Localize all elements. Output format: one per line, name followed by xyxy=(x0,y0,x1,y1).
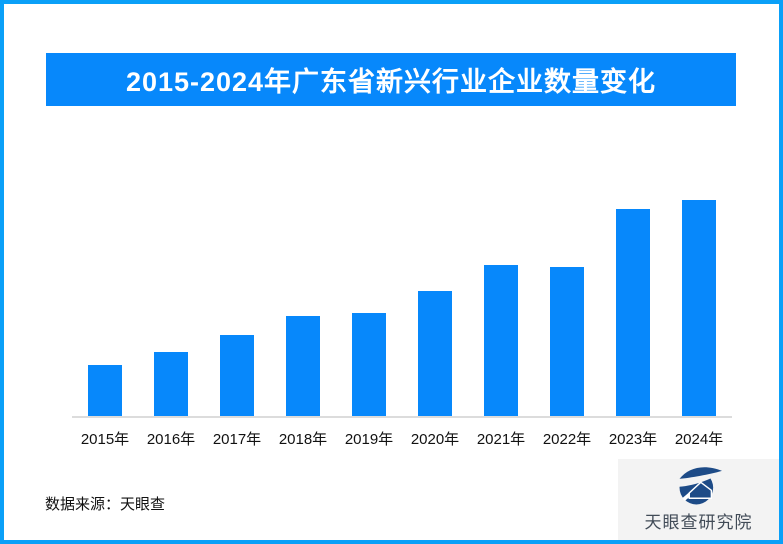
data-source-note: 数据来源：天眼查 xyxy=(45,496,166,513)
title-banner: 2015-2024年广东省新兴行业企业数量变化 xyxy=(46,53,736,106)
brand-logo-label: 天眼查研究院 xyxy=(644,513,753,532)
bar-2017年 xyxy=(220,335,254,416)
x-axis-label: 2017年 xyxy=(212,431,262,448)
x-axis-label: 2024年 xyxy=(674,431,724,448)
brand-logo-panel: 天眼查研究院 xyxy=(618,459,779,540)
bar-2024年 xyxy=(682,200,716,416)
bar-2018年 xyxy=(286,316,320,416)
bar-slot xyxy=(72,146,138,416)
x-axis-label: 2020年 xyxy=(410,431,460,448)
bar-slot xyxy=(600,146,666,416)
bar-2016年 xyxy=(154,352,188,416)
bar-slot xyxy=(666,146,732,416)
bar-2020年 xyxy=(418,291,452,416)
bar-slot xyxy=(534,146,600,416)
x-axis-label: 2018年 xyxy=(278,431,328,448)
chart-title: 2015-2024年广东省新兴行业企业数量变化 xyxy=(125,67,657,97)
x-axis-label: 2015年 xyxy=(80,431,130,448)
x-axis-label: 2019年 xyxy=(344,431,394,448)
bar-slot xyxy=(204,146,270,416)
bar-slot xyxy=(270,146,336,416)
bar-slot xyxy=(336,146,402,416)
bar-2015年 xyxy=(88,365,122,416)
x-axis-label: 2022年 xyxy=(542,431,592,448)
x-axis-label: 2016年 xyxy=(146,431,196,448)
bar-2019年 xyxy=(352,313,386,416)
bar-2023年 xyxy=(616,209,650,416)
x-axis-labels: 2015年 2016年 2017年 2018年 2019年 2020年 2021年 2022年… xyxy=(72,428,732,449)
tianyancha-eye-icon xyxy=(675,467,722,505)
bar-2021年 xyxy=(484,265,518,416)
bar-slot xyxy=(468,146,534,416)
x-axis-label: 2023年 xyxy=(608,431,658,448)
bar-chart-plot-area xyxy=(72,146,732,418)
bar-slot xyxy=(138,146,204,416)
bar-slot xyxy=(402,146,468,416)
bar-2022年 xyxy=(550,267,584,416)
x-axis-label: 2021年 xyxy=(476,431,526,448)
